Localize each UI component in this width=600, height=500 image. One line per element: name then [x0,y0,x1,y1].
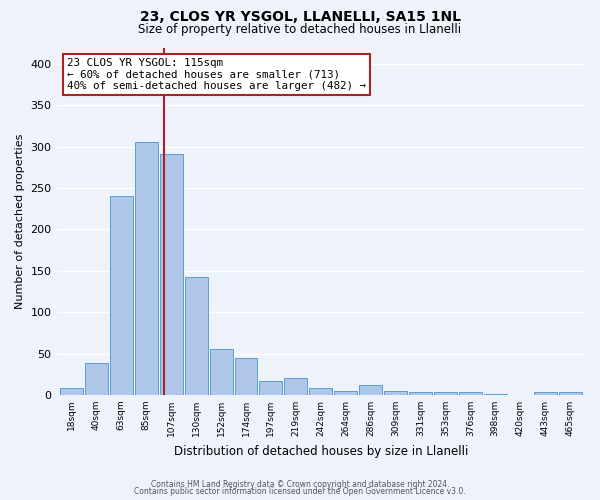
Text: 23, CLOS YR YSGOL, LLANELLI, SA15 1NL: 23, CLOS YR YSGOL, LLANELLI, SA15 1NL [139,10,461,24]
Bar [284,378,307,395]
Bar [533,392,557,395]
Bar [559,392,581,395]
Bar [235,358,257,395]
Text: Size of property relative to detached houses in Llanelli: Size of property relative to detached ho… [139,22,461,36]
Bar [459,392,482,395]
Text: Contains HM Land Registry data © Crown copyright and database right 2024.: Contains HM Land Registry data © Crown c… [151,480,449,489]
Bar [310,388,332,395]
Bar [160,154,182,395]
Bar [110,196,133,395]
Text: 23 CLOS YR YSGOL: 115sqm
← 60% of detached houses are smaller (713)
40% of semi-: 23 CLOS YR YSGOL: 115sqm ← 60% of detach… [67,58,366,91]
Bar [434,392,457,395]
Text: Contains public sector information licensed under the Open Government Licence v3: Contains public sector information licen… [134,487,466,496]
Bar [384,391,407,395]
X-axis label: Distribution of detached houses by size in Llanelli: Distribution of detached houses by size … [173,444,468,458]
Bar [185,278,208,395]
Bar [259,381,283,395]
Y-axis label: Number of detached properties: Number of detached properties [15,134,25,309]
Bar [85,364,108,395]
Bar [334,391,357,395]
Bar [60,388,83,395]
Bar [484,394,507,395]
Bar [359,385,382,395]
Bar [135,142,158,395]
Bar [409,392,432,395]
Bar [209,348,233,395]
